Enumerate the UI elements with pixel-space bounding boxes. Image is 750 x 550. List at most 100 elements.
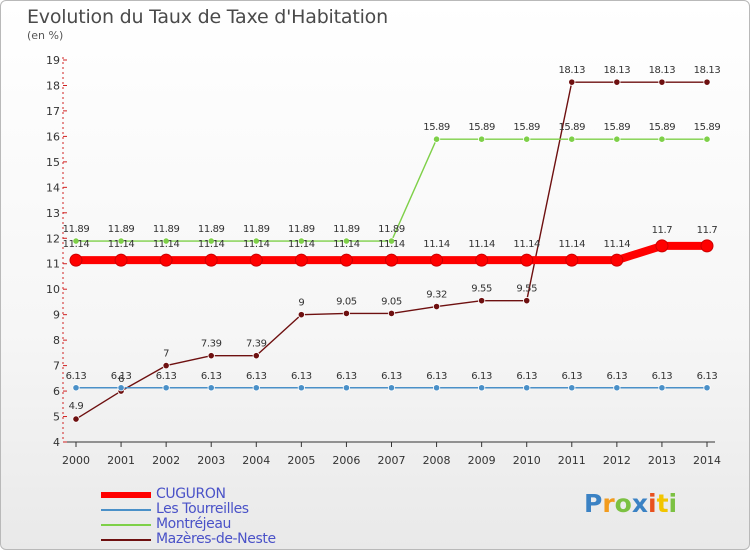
data-point [658,384,666,392]
legend-item-les-tourreilles[interactable]: Les Tourreilles [101,501,341,517]
data-label: 11.89 [63,224,90,235]
data-point [207,352,215,360]
data-point [478,135,486,143]
data-point [478,297,486,305]
data-label: 11.14 [63,239,90,250]
y-tick-label: 4 [53,436,60,449]
x-tick-label: 2002 [152,454,180,467]
data-point [342,384,351,392]
data-point [520,253,534,267]
data-point [613,384,621,392]
data-label: 15.89 [604,122,631,133]
x-tick-label: 2008 [423,454,451,467]
data-point [249,253,263,267]
data-label: 18.13 [694,65,721,76]
data-label: 6.13 [66,371,87,382]
data-label: 11.89 [333,224,360,235]
data-point [385,253,398,267]
data-label: 6.13 [111,371,132,382]
data-point [114,253,128,267]
data-label: 11.89 [153,224,180,235]
x-tick-label: 2012 [603,454,631,467]
data-label: 6 [118,374,124,385]
data-label: 11.14 [108,239,135,250]
data-point [523,384,531,392]
y-tick-label: 11 [46,258,60,271]
legend-item-cuguron[interactable]: CUGURON [101,486,341,502]
data-label: 9.55 [471,284,492,295]
data-point [297,237,305,245]
y-tick-label: 7 [53,360,60,373]
y-tick-label: 13 [46,207,60,220]
data-point [523,297,531,305]
legend-item-montrejeau[interactable]: Montréjeau [101,516,341,532]
data-point [703,384,711,392]
x-tick-label: 2003 [197,454,225,467]
data-label: 6.13 [652,371,673,382]
data-label: 7.39 [201,339,222,350]
data-label: 4.9 [69,401,84,412]
data-label: 11.14 [558,239,585,250]
data-label: 11.14 [378,239,405,250]
y-tick-label: 18 [46,79,60,92]
data-point [610,253,624,267]
data-point [565,253,579,267]
legend-swatch-cuguron [101,492,151,498]
logo-letter: x [631,489,648,518]
y-tick-label: 8 [53,334,60,347]
y-tick-label: 17 [46,105,60,118]
x-tick-label: 2006 [332,454,360,467]
data-point [432,135,441,143]
data-label: 6.13 [381,371,402,382]
data-label: 11.89 [108,224,135,235]
data-point [568,78,576,86]
data-point [339,253,353,267]
data-label: 11.7 [652,225,673,236]
x-tick-label: 2010 [513,454,541,467]
data-label: 11.14 [288,239,315,250]
data-point [475,253,489,267]
legend-swatch-les-tourreilles [101,509,151,511]
data-label: 9.05 [381,296,402,307]
data-label: 9.05 [336,296,357,307]
logo-letter: r [602,489,615,518]
data-label: 6.13 [291,371,312,382]
data-label: 9.55 [516,284,537,295]
data-point [207,237,215,245]
y-tick-label: 10 [46,283,60,296]
data-point [252,384,260,392]
data-point [703,135,711,143]
data-label: 6.13 [471,371,492,382]
legend-item-mazeres-de-neste[interactable]: Mazères-de-Neste [101,531,341,547]
legend-label: Mazères-de-Neste [156,531,276,547]
legend: CUGURON Les Tourreilles Montréjeau Mazèr… [101,486,341,547]
data-label: 11.14 [243,239,270,250]
data-point [655,239,669,253]
data-point [72,237,80,245]
logo-letter: t [656,489,669,518]
data-point [162,237,170,245]
chart-subtitle: (en %) [27,29,64,42]
data-point [432,302,441,311]
data-label: 15.89 [423,122,450,133]
data-point [700,239,714,253]
data-point [387,309,396,317]
data-point [69,253,83,267]
data-label: 11.14 [153,239,180,250]
data-label: 18.13 [604,65,631,76]
data-point [117,237,125,245]
proxiti-logo: Proxiti [584,489,677,518]
data-label: 6.13 [607,371,628,382]
y-tick-label: 15 [46,156,60,169]
data-point [613,78,621,86]
y-tick-label: 16 [46,130,60,143]
data-label: 15.89 [513,122,540,133]
data-label: 11.14 [513,239,540,250]
logo-letter: i [668,489,678,518]
data-label: 9.32 [426,290,447,301]
y-tick-label: 14 [46,181,60,194]
data-label: 6.13 [201,371,222,382]
data-point [207,384,215,392]
data-point [523,135,531,143]
data-label: 11.7 [697,225,718,236]
